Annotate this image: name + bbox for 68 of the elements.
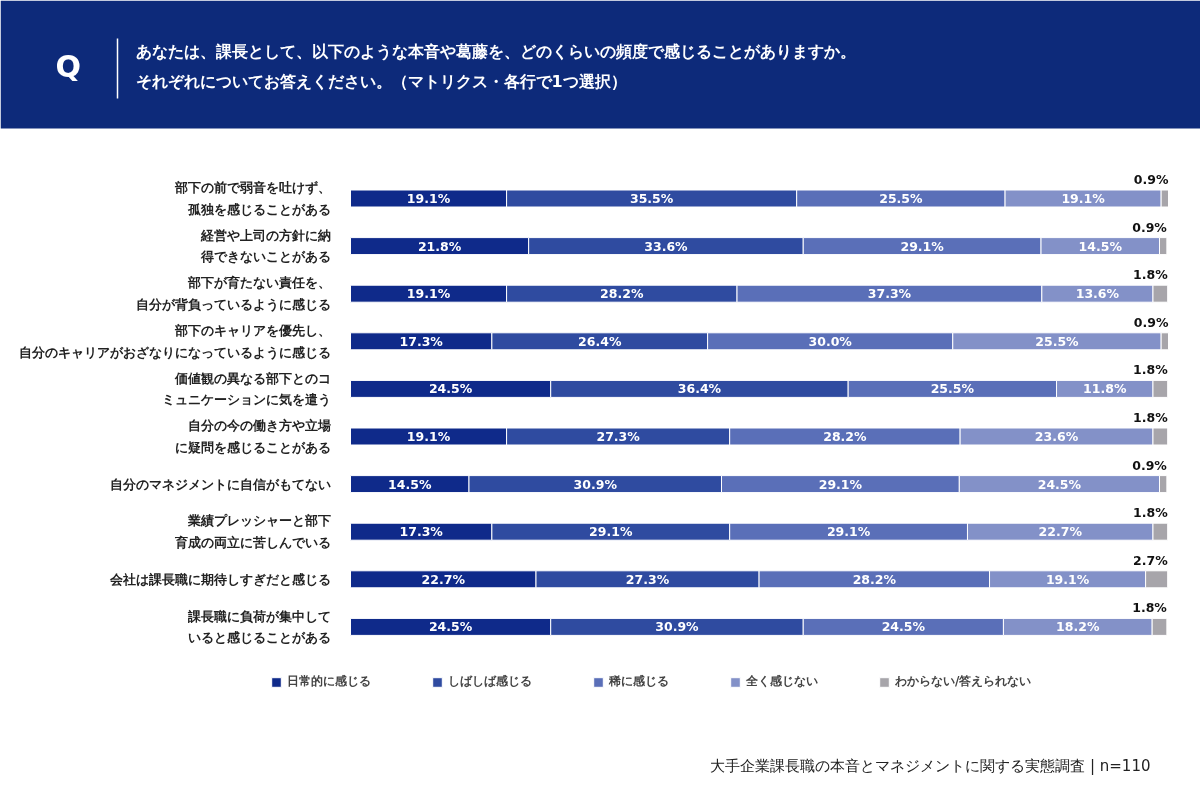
data-label: 11.8% [1083,381,1127,397]
data-label: 27.3% [625,571,670,587]
data-label: 25.5% [879,191,924,206]
data-label: 19.1% [406,429,451,444]
data-label: 1.8% [1133,410,1169,425]
legend-label: わからない/答えられない [895,673,1032,690]
data-label: 28.2% [600,286,644,302]
data-label: 0.9% [1132,457,1168,473]
data-label: 29.1% [818,476,863,492]
y-tick-label: 会社は課長職に期待しすぎだと感じる [108,571,331,587]
y-tick-label: 課長職に負荷が集中していると感じることがある [186,608,331,646]
data-label: 24.5% [881,619,926,635]
y-tick-label: 自分の今の働き方や立場に疑問を感じることがある [174,418,331,455]
data-label: 25.5% [930,381,975,397]
data-label: 30.9% [655,619,700,635]
data-label: 1.8% [1133,505,1169,521]
chart-title: あなたは、課長として、以下のような本音や葛藤を、どのくらいの頻度で感じることがありますか。それぞれについてお答えください。（マトリクス・各行で1つ選択） [135,41,856,92]
data-label: 23.6% [1034,429,1079,444]
y-tick-label: 業績プレッシャーと部下育成の両立に苦しんでいる [173,513,331,551]
data-label: 19.1% [1045,571,1090,587]
legend-label: 稀に感じる [609,673,669,690]
y-tick-label: 部下が育たない責任を、自分が背負っているように感じる [135,275,331,313]
data-label: 28.2% [852,571,897,587]
data-label: 17.3% [399,333,444,349]
data-label: 0.9% [1133,314,1169,330]
data-label: 1.8% [1133,267,1169,283]
data-label: 0.9% [1132,219,1168,235]
y-tick-label: 部下の前で弱音を吐けず、孤独を感じることがある [173,180,331,217]
data-label: 19.1% [406,191,451,206]
data-label: 30.9% [573,476,618,492]
data-label: 24.5% [1037,476,1082,492]
data-label: 27.3% [596,429,641,444]
legend-label: 日常的に感じる [287,673,371,690]
data-label: 29.1% [589,524,633,540]
text: 大手企業課長職の本音とマネジメントに関する実態調査 | n=110 [710,756,1151,775]
y-tick-label: 価値観の異なる部下とのコミュニケーションに気を遣う [161,370,331,408]
data-label: 1.8% [1132,600,1168,616]
data-label: 21.8% [417,238,462,254]
data-label: 1.8% [1133,362,1169,378]
data-label: 14.5% [1078,238,1123,254]
data-label: 22.7% [421,571,466,587]
data-label: 19.1% [1061,191,1106,206]
data-label: 13.6% [1075,286,1120,302]
data-label: 19.1% [406,286,451,302]
data-label: 29.1% [826,524,871,540]
legend-label: 全く感じない [746,673,818,690]
data-label: 14.5% [388,476,432,492]
data-label: 36.4% [677,381,722,397]
data-label: 29.1% [900,238,945,254]
legend-label: しばしば感じる [448,673,532,690]
data-label: 28.2% [823,429,868,444]
data-label: 25.5% [1035,333,1080,349]
data-label: 24.5% [428,619,473,635]
data-label: 33.6% [644,238,689,254]
data-label: 22.7% [1038,524,1083,540]
data-label: 35.5% [629,191,674,206]
y-tick-label: 部下のキャリアを優先し、自分のキャリアがおざなりになっているように感じる [18,322,331,360]
data-label: 2.7% [1133,552,1169,568]
y-tick-label: 自分のマネジメントに自信がもてない [109,476,331,492]
data-label: 0.9% [1133,172,1169,187]
data-label: 24.5% [428,381,473,397]
y-tick-label: 経営や上司の方針に納得できないことがある [199,227,331,265]
text: Q [55,49,82,84]
data-label: 26.4% [578,333,622,349]
data-label: 30.0% [808,333,853,349]
data-label: 17.3% [399,524,444,540]
data-label: 37.3% [867,286,912,302]
data-label: 18.2% [1056,619,1100,635]
